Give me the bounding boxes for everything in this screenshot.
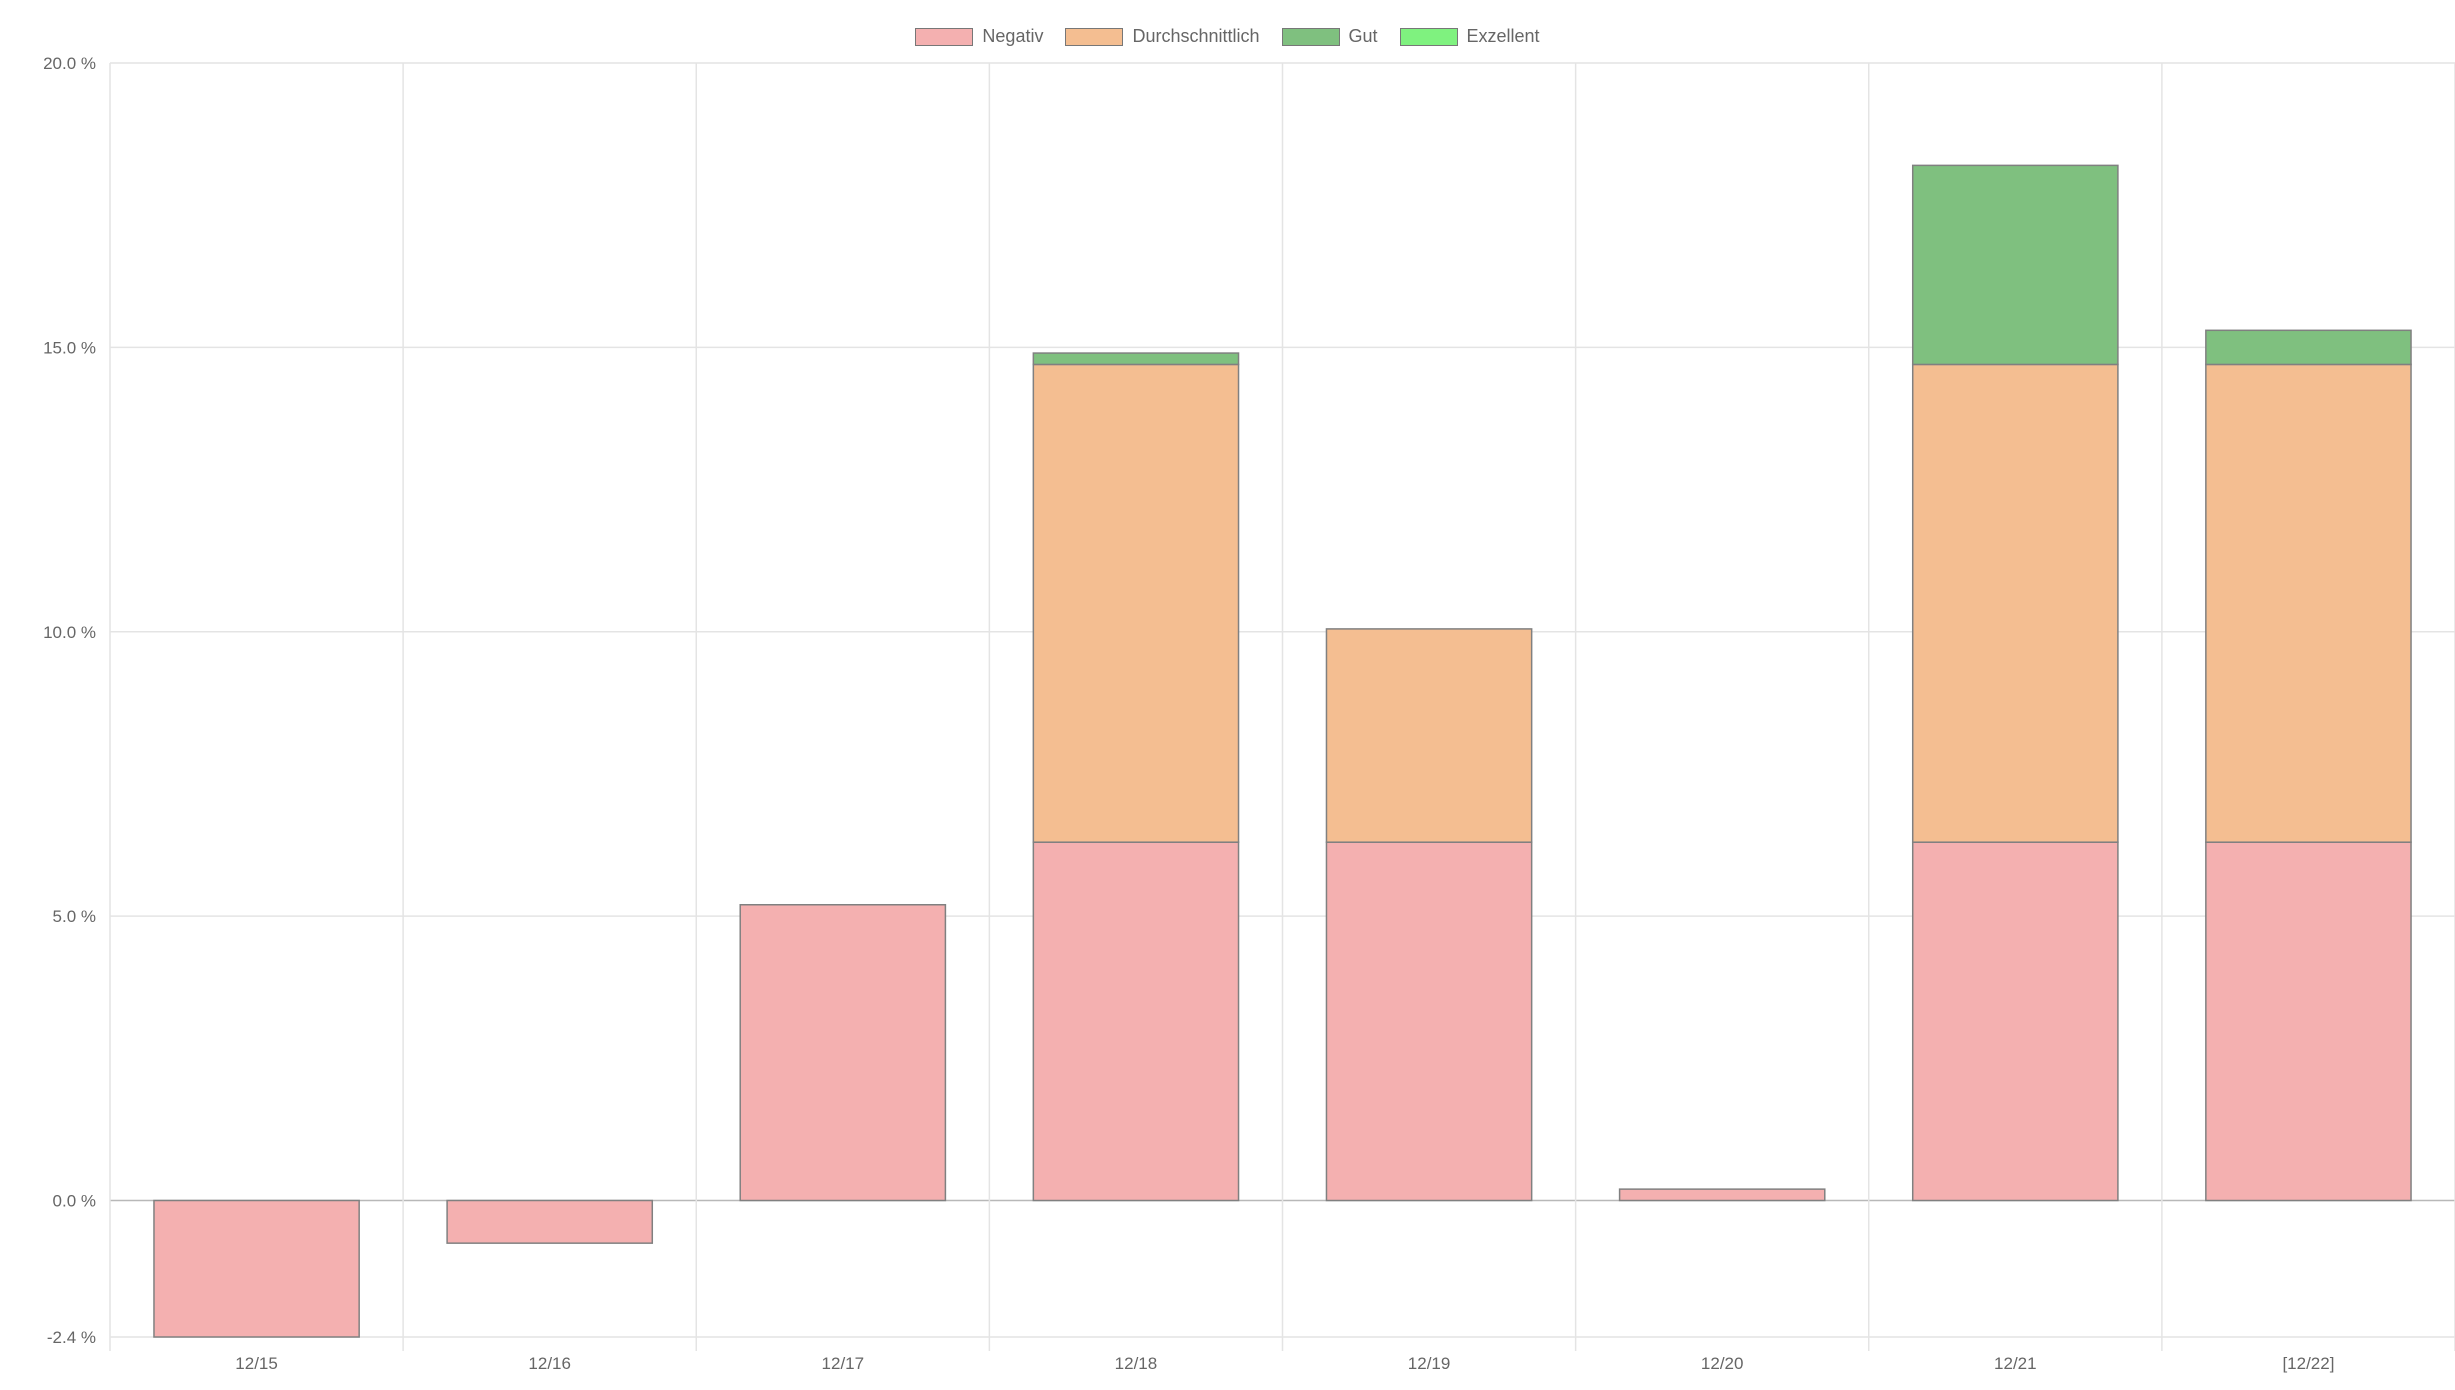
bar-negativ-4 — [1032, 841, 1240, 1202]
bar-negativ-1 — [153, 1199, 360, 1338]
legend-item-exzellent[interactable]: Exzellent — [1399, 26, 1540, 47]
legend-swatch — [1399, 27, 1458, 46]
bar-negativ-3 — [739, 904, 947, 1202]
y-tick-label: 0.0 % — [53, 1192, 96, 1211]
bar-negativ-2 — [446, 1199, 654, 1244]
bar-gut-7 — [1911, 164, 2119, 366]
legend-label: Gut — [1348, 26, 1378, 46]
legend-label: Exzellent — [1466, 26, 1540, 46]
legend-item-gut[interactable]: Gut — [1281, 26, 1378, 47]
y-tick-label: 5.0 % — [53, 907, 96, 926]
bar-negativ-8 — [2205, 841, 2412, 1202]
legend-swatch — [915, 27, 974, 46]
legend-label: Durchschnittlich — [1132, 26, 1260, 46]
bar-durchschnittlich-4 — [1032, 363, 1240, 843]
x-tick-label: 12/20 — [1701, 1354, 1744, 1373]
legend-item-durchschnittlich[interactable]: Durchschnittlich — [1065, 26, 1260, 47]
bar-negativ-5 — [1325, 841, 1533, 1202]
x-tick-label: 12/15 — [235, 1354, 278, 1373]
bar-gut-8 — [2205, 329, 2412, 366]
x-tick-label: 12/19 — [1408, 1354, 1451, 1373]
bar-durchschnittlich-5 — [1325, 628, 1533, 843]
y-tick-label: 15.0 % — [43, 338, 96, 357]
legend: Negativ Durchschnittlich Gut Exzellent — [0, 26, 2455, 47]
bar-durchschnittlich-7 — [1911, 363, 2119, 843]
x-tick-label: 12/21 — [1994, 1354, 2037, 1373]
y-tick-label: 10.0 % — [43, 623, 96, 642]
y-tick-label: 20.0 % — [43, 54, 96, 73]
bar-negativ-7 — [1911, 841, 2119, 1202]
x-tick-label: 12/18 — [1115, 1354, 1158, 1373]
legend-label: Negativ — [982, 26, 1044, 46]
x-tick-label: 12/16 — [528, 1354, 571, 1373]
legend-item-negativ[interactable]: Negativ — [915, 26, 1043, 47]
y-tick-label: -2.4 % — [47, 1328, 96, 1347]
bar-gut-4 — [1032, 352, 1240, 366]
legend-swatch — [1065, 27, 1124, 46]
x-tick-label: 12/17 — [822, 1354, 865, 1373]
legend-swatch — [1281, 27, 1340, 46]
bar-negativ-6 — [1618, 1188, 1826, 1202]
bar-durchschnittlich-8 — [2205, 363, 2412, 843]
x-tick-label: [12/22] — [2282, 1354, 2334, 1373]
